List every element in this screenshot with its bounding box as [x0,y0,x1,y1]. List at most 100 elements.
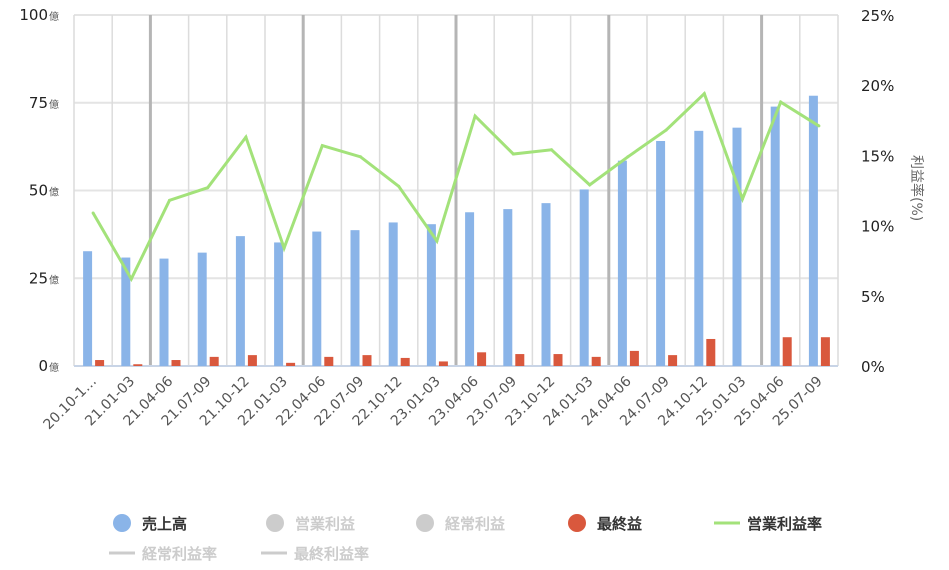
bar-sales [83,251,93,366]
bar-net-income [668,355,678,366]
bar-net-income [247,355,257,366]
bar-sales [312,231,322,366]
legend-label: 営業利益 [295,515,355,533]
right-tick-label: 10% [861,218,894,236]
bar-sales [465,212,475,366]
grid [73,14,839,367]
bar-net-income [95,360,105,366]
bar-sales [350,230,360,366]
right-tick-label: 25% [861,7,894,25]
bar-sales [808,95,818,366]
point-operating-margin [129,277,133,281]
legend-item[interactable]: 最終益 [568,514,642,533]
bar-net-income [629,350,639,366]
point-operating-margin [779,100,783,104]
bar-net-income [286,362,296,366]
point-operating-margin [626,155,630,159]
bar-net-income [477,352,487,366]
left-tick-label: 0 [38,357,48,375]
bar-net-income [782,337,792,366]
point-operating-margin [817,124,821,128]
left-tick-unit: 億 [49,186,59,199]
bar-sales [235,236,245,366]
right-axis-label: 利益率(%) [908,155,925,221]
point-operating-margin [168,198,171,202]
bar-net-income [515,354,525,366]
right-tick-label: 0% [861,358,885,376]
right-tick-label: 20% [861,77,894,95]
bar-sales [656,141,666,366]
bar-sales [274,242,284,366]
point-operating-margin [511,152,515,156]
right-tick-label: 15% [861,147,894,165]
legend-item[interactable]: 売上高 [113,514,187,533]
bar-net-income [171,360,181,366]
left-tick-unit: 億 [49,98,59,111]
bar-sales [159,258,169,366]
bar-net-income [362,355,372,366]
bar-sales [770,106,780,367]
legend-label: 売上高 [142,515,187,533]
legend-label: 最終益 [597,515,642,533]
legend-item[interactable]: 経常利益 [416,514,505,533]
point-operating-margin [550,148,553,152]
point-operating-margin [741,197,744,201]
point-operating-margin [473,114,477,118]
point-operating-margin [206,186,210,190]
bar-sales [426,224,436,366]
bar-sales [617,160,627,366]
bar-net-income [324,356,334,366]
bars [83,95,830,367]
point-operating-margin [359,155,362,159]
bar-sales [121,257,131,366]
bar-net-income [133,364,143,366]
bar-net-income [553,354,563,366]
bar-net-income [438,361,448,366]
bar-net-income [820,337,830,366]
bar-sales [579,189,589,366]
point-operating-margin [664,128,668,132]
legend-item[interactable]: 営業利益 [266,514,355,533]
legend-label: 営業利益率 [747,515,822,533]
left-tick-unit: 億 [49,273,59,286]
bar-net-income [591,356,601,366]
right-tick-label: 5% [861,288,885,306]
left-tick-label: 100 [19,6,48,24]
bar-sales [694,130,704,366]
legend-marker-circle [568,514,586,532]
point-operating-margin [244,135,248,139]
bar-net-income [400,357,410,366]
point-operating-margin [91,211,95,215]
point-operating-margin [435,239,439,243]
bar-sales [732,127,742,367]
point-operating-margin [397,184,401,188]
left-tick-label: 75 [29,94,48,112]
legend-label: 経常利益率 [142,545,217,563]
point-operating-margin [702,92,706,96]
legend-item[interactable]: 経常利益率 [109,545,217,563]
bar-net-income [209,356,219,366]
point-operating-margin [588,183,592,187]
legend-label: 最終利益率 [294,545,369,563]
legend-marker-circle [113,514,131,532]
point-operating-margin [320,144,324,148]
bar-net-income [706,338,716,366]
bar-sales [197,252,207,366]
bar-sales [541,203,551,366]
line-operating-margin [91,90,820,283]
lines [91,90,821,283]
left-tick-label: 25 [29,269,48,287]
point-operating-margin [282,246,286,250]
legend-item[interactable]: 営業利益率 [714,515,822,533]
bar-sales [503,209,513,366]
left-tick-unit: 億 [49,361,59,374]
legend-item[interactable]: 最終利益率 [261,545,369,563]
legend-marker-circle [266,514,284,532]
bar-sales [388,222,398,366]
legend-label: 経常利益 [445,515,505,533]
left-tick-label: 50 [29,182,48,200]
left-tick-unit: 億 [49,10,59,23]
legend-marker-circle [416,514,434,532]
